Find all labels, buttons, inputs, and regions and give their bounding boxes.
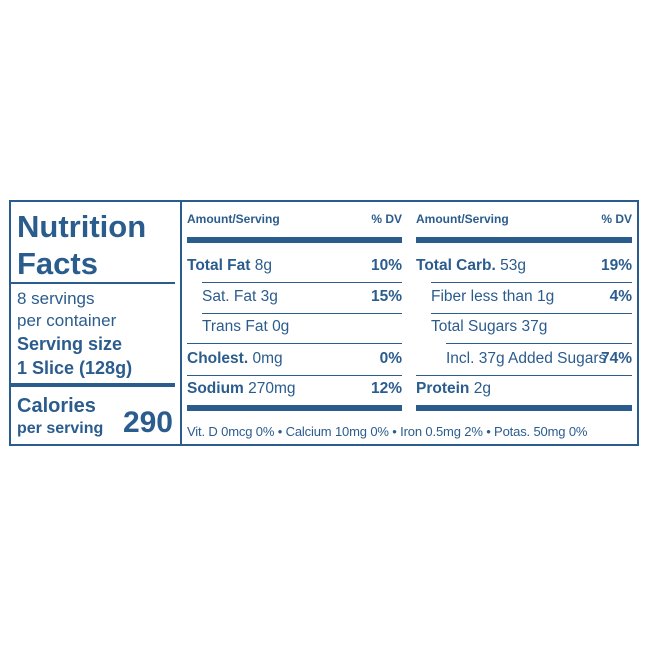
nutrient-name: Total Fat (187, 257, 251, 274)
nutrient-name: Cholest. (187, 349, 249, 367)
serving-size-label: Serving size (17, 334, 123, 354)
rule (431, 312, 632, 314)
nutrient-name: Trans Fat (202, 318, 268, 335)
row: Trans Fat 0g (202, 319, 289, 335)
header-dv: % DV (371, 212, 402, 226)
title: Nutrition (17, 209, 147, 244)
header-amount: Amount/Serving (416, 212, 509, 226)
nutrient-name: Total Sugars (431, 318, 518, 335)
header-dv: % DV (601, 212, 632, 226)
servings: per container (17, 311, 117, 330)
calories-label: per serving (17, 420, 104, 437)
rule (187, 405, 402, 411)
nutrient-amount: 0g (272, 318, 290, 335)
nutrient-amount: 53g (500, 257, 526, 274)
footer: Vit. D 0mcg 0% • Calcium 10mg 0% • Iron … (187, 424, 588, 439)
rule (187, 237, 402, 243)
row: Protein 2g (416, 381, 491, 397)
divider (180, 202, 182, 444)
nutrient-dv: 10% (370, 257, 402, 274)
rule (202, 312, 402, 314)
label-box (9, 200, 639, 446)
nutrient-amount: 3g (260, 287, 278, 305)
nutrient-amount: 1g (536, 287, 555, 305)
nutrient-dv: 19% (600, 257, 632, 274)
row: Total Carb. 53g (416, 258, 526, 274)
row: Fiber less than 1g (431, 287, 555, 305)
rule (202, 282, 402, 283)
nutrient-dv: 15% (370, 287, 402, 305)
nutrient-name: Total Carb. (416, 257, 496, 274)
row: Sat. Fat 3g (202, 287, 278, 305)
nutrient-dv: 4% (609, 287, 632, 305)
nutrient-amount: 0mg (252, 349, 283, 367)
nutrient-amount: 2g (473, 380, 491, 397)
serving-size-value: 1 Slice (128g) (17, 358, 133, 378)
nutrient-dv: 0% (379, 349, 402, 367)
calories-value: 290 (122, 406, 173, 439)
row: Incl. 37g Added Sugars (446, 349, 607, 367)
rule (416, 237, 632, 243)
rule (187, 374, 402, 376)
servings: 8 servings (17, 289, 95, 308)
nutrient-name: Sodium (187, 380, 244, 397)
row: Sodium 270mg (187, 381, 296, 397)
nutrient-name: Fiber less than (431, 287, 533, 305)
nutrient-amount: 270mg (248, 380, 296, 397)
rule (446, 343, 632, 344)
calories-label: Calories (17, 395, 96, 417)
nutrient-dv: 74% (600, 349, 632, 367)
title: Facts (17, 246, 98, 281)
header-amount: Amount/Serving (187, 212, 280, 226)
rule (416, 374, 632, 376)
nutrient-amount: 37g (521, 318, 548, 335)
rule (11, 282, 175, 284)
nutrient-dv: 12% (370, 380, 402, 397)
row: Total Sugars 37g (431, 319, 547, 335)
nutrient-name: Protein (416, 380, 470, 397)
nutrient-amount: 8g (254, 257, 272, 274)
row: Cholest. 0mg (187, 349, 283, 367)
nutrient-name: Sat. Fat (202, 287, 257, 305)
rule (431, 282, 632, 283)
row: Total Fat 8g (187, 258, 272, 274)
nutrient-name: Incl. 37g Added Sugars (446, 349, 607, 367)
rule (187, 343, 402, 344)
rule (416, 405, 632, 411)
rule (11, 383, 175, 387)
